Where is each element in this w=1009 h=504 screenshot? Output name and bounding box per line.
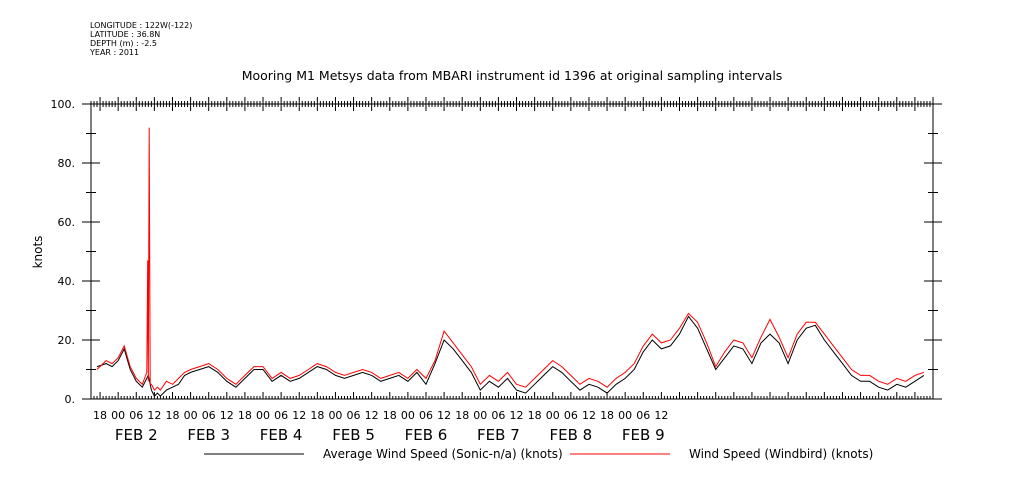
x-axis: 18 00 06 12 18 00 06 12 18 00 06 12 18 00 06 12 18 00 06 12…	[90, 97, 934, 444]
series-line-0	[96, 315, 925, 397]
x-tick-label: 06	[564, 409, 578, 422]
x-tick-label: 00	[328, 409, 342, 422]
longitude-label: LONGITUDE : 122W(-122)	[90, 21, 193, 30]
x-tick-label: 06	[347, 409, 361, 422]
y-tick-label: 100.	[51, 98, 76, 111]
x-tick-label: 00	[184, 409, 198, 422]
x-tick-label: 12	[582, 409, 596, 422]
x-day-label: FEB 5	[332, 426, 375, 444]
x-tick-label: 12	[510, 409, 524, 422]
x-tick-label: 12	[437, 409, 451, 422]
legend-label-avg: Average Wind Speed (Sonic-n/a) (knots)	[323, 447, 563, 461]
y-axis-label: knots	[31, 236, 45, 269]
x-tick-label: 18	[310, 409, 324, 422]
x-tick-label: 12	[365, 409, 379, 422]
x-tick-label: 12	[292, 409, 306, 422]
x-tick-label: 06	[129, 409, 143, 422]
x-tick-label: 06	[274, 409, 288, 422]
x-tick-label: 12	[220, 409, 234, 422]
depth-label: DEPTH (m) : -2.5	[90, 39, 157, 48]
x-tick-label: 00	[111, 409, 125, 422]
x-day-label: FEB 4	[260, 426, 303, 444]
plot-lines	[96, 127, 925, 397]
x-day-label: FEB 2	[115, 426, 158, 444]
x-tick-label: 06	[636, 409, 650, 422]
x-tick-label: 18	[383, 409, 397, 422]
chart-title: Mooring M1 Metsys data from MBARI instru…	[242, 68, 783, 83]
year-label: YEAR : 2011	[90, 48, 140, 57]
x-tick-label: 06	[419, 409, 433, 422]
x-tick-label: 18	[238, 409, 252, 422]
x-tick-label: 00	[256, 409, 270, 422]
x-tick-label: 06	[202, 409, 216, 422]
x-day-label: FEB 6	[405, 426, 448, 444]
x-tick-label: 18	[528, 409, 542, 422]
plot-frame	[90, 103, 934, 400]
x-day-label: FEB 8	[549, 426, 592, 444]
x-tick-label: 18	[165, 409, 179, 422]
x-tick-label: 00	[618, 409, 632, 422]
legend-label-windbird: Wind Speed (Windbird) (knots)	[689, 447, 873, 461]
x-tick-label: 12	[654, 409, 668, 422]
x-tick-label: 18	[93, 409, 107, 422]
x-tick-label: 18	[455, 409, 469, 422]
latitude-label: LATITUDE : 36.8N	[90, 30, 161, 39]
y-tick-label: 60.	[58, 216, 76, 229]
x-tick-label: 00	[401, 409, 415, 422]
y-axis: 0. 20. 40. 60. 80. 100.	[51, 98, 942, 406]
y-tick-label: 40.	[58, 275, 76, 288]
x-day-label: FEB 9	[622, 426, 665, 444]
x-day-label: FEB 3	[187, 426, 230, 444]
y-tick-label: 0.	[65, 393, 76, 406]
y-tick-label: 20.	[58, 334, 76, 347]
y-tick-label: 80.	[58, 157, 76, 170]
series-line-1	[96, 127, 925, 391]
x-tick-label: 12	[147, 409, 161, 422]
x-tick-label: 18	[600, 409, 614, 422]
x-tick-label: 00	[473, 409, 487, 422]
legend: Average Wind Speed (Sonic-n/a) (knots) W…	[204, 447, 873, 461]
x-tick-label: 00	[546, 409, 560, 422]
x-tick-label: 06	[491, 409, 505, 422]
metadata-block: LONGITUDE : 122W(-122) LATITUDE : 36.8N …	[90, 21, 192, 57]
x-day-label: FEB 7	[477, 426, 520, 444]
